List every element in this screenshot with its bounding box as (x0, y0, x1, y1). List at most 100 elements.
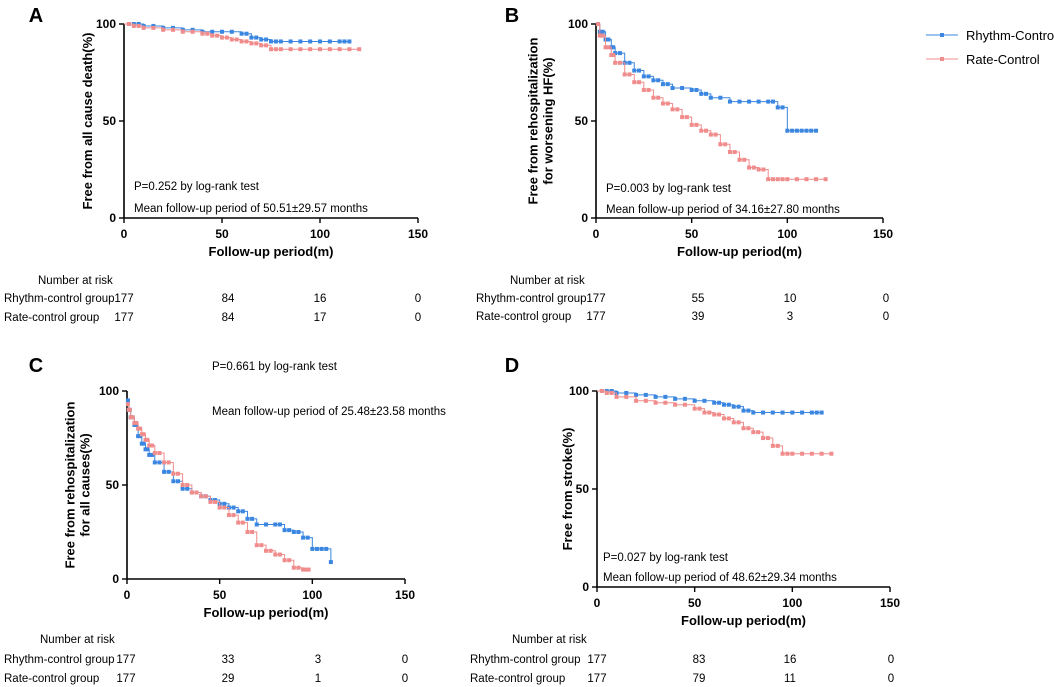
panel-c-annotation-2: Mean follow-up period of 25.48±23.58 mon… (212, 406, 446, 418)
panel-d-risk-value-1-2: 83 (693, 654, 706, 666)
panel-a-series-rate-point (239, 39, 244, 44)
panel-c-series-rhythm-point (171, 479, 176, 484)
panel-c-series-rhythm-point (319, 546, 324, 551)
panel-c-series-rhythm-censor (145, 447, 150, 452)
panel-a-series-rate-censor (224, 35, 229, 40)
panel-a-series-rate-point (161, 27, 166, 32)
panel-b-series-rhythm-censor (606, 37, 611, 42)
panel-c-series-rate-point (301, 567, 306, 572)
panel-d-xtick-label-100: 100 (782, 596, 802, 610)
panel-c-series-rhythm-line (127, 399, 332, 563)
legend: Rhythm-Control Rate-Control (926, 28, 1054, 67)
panel-d-xlabel: Follow-up period(m) (681, 613, 806, 628)
panel-b-ylabel-line-2: for worsening HF(%) (541, 57, 556, 184)
panel-b-series-rhythm-line (596, 23, 817, 132)
panel-b-series-rhythm-point (670, 86, 675, 91)
panel-d-risk-value-2-3: 11 (784, 673, 796, 685)
panel-a-series-rhythm-censor (229, 29, 234, 34)
panel-d-series-rate-censor (726, 416, 731, 421)
panel-d-letter: D (505, 355, 519, 377)
panel-b-series-rhythm-point (708, 95, 713, 100)
panel-d-series-rate-point (751, 430, 756, 435)
panel-d-series-rhythm-point (819, 410, 824, 415)
panel-c-xtick-label-50: 50 (213, 588, 227, 602)
panel-a-xtick-label-100: 100 (310, 227, 330, 241)
panel-d-annotation-1: P=0.027 by log-rank test (603, 552, 729, 564)
panel-c-series-rate-censor (194, 490, 199, 495)
panel-d-risk-value-1-3: 16 (784, 654, 797, 666)
panel-c-risk-title: Number at risk (40, 634, 115, 646)
panel-a-series-rhythm-point (318, 39, 322, 44)
panel-d-series-rate-censor (736, 420, 741, 425)
panel-d-series-rate-point (770, 443, 775, 448)
panel-a-series-rate-censor (254, 41, 259, 46)
panel-b-series-rate-point (804, 177, 809, 182)
panel-a-series-rate-point (269, 47, 273, 52)
panel-c-series-rate-censor (157, 451, 162, 456)
panel-b-series-rate-point (632, 80, 637, 85)
panel-d-series-rhythm-censor (726, 402, 731, 407)
panel-a-series-rhythm-point (220, 29, 224, 34)
panel-b-series-rhythm-censor (611, 45, 616, 50)
panel-d-series-rate-point (673, 402, 678, 407)
panel-d-series-rhythm-censor (702, 398, 707, 403)
panel-d-series-rhythm-censor (736, 404, 741, 409)
panel-b-series-rhythm-point (727, 99, 732, 104)
panel-d-ytick-label-0: 0 (582, 580, 589, 594)
panel-c-series-rate-point (199, 494, 204, 499)
panel-d-series-rhythm-point (673, 396, 678, 401)
panel-a-series-rate-point (131, 23, 136, 28)
panel-c-series-rhythm-censor (150, 452, 155, 457)
panel-c-series-rate-censor (222, 505, 227, 510)
panel-a-series-rhythm-point (239, 31, 244, 36)
panel-d-series-rhythm-point (712, 400, 717, 405)
panel-b-series-rate-point (823, 177, 828, 182)
panel-a-risk-value-1-4: 0 (415, 293, 421, 305)
panel-c-risk-value-2-4: 0 (402, 673, 408, 685)
panel-c-series-rhythm-censor (287, 528, 292, 533)
panel-a-risk-value-2-4: 0 (415, 312, 421, 324)
panel-a-series-rate-censor (327, 47, 332, 52)
panel-d-risk-row-label-1: Rhythm-control group (470, 654, 581, 666)
panel-a-annotation-2: Mean follow-up period of 50.51±29.57 mon… (134, 203, 368, 215)
panel-b-series-rate-censor (611, 53, 616, 58)
panel-d-risk-value-1-4: 0 (888, 654, 894, 666)
panel-a-letter: A (29, 5, 43, 27)
panel-b-series-rate-point (747, 165, 752, 170)
panel-b-series-rate-censor (684, 115, 689, 120)
panel-b-risk-value-2-3: 3 (787, 311, 793, 323)
panel-c-risk-value-2-1: 177 (116, 673, 135, 685)
panel-c-series-rhythm-censor (175, 479, 180, 484)
panel-b-ytick-label-0: 0 (581, 211, 588, 225)
panel-b-series-rate-point (756, 167, 761, 172)
panel-c-series-rate-censor (231, 513, 236, 518)
panel-a-series-rate-censor (136, 23, 141, 28)
panel-b-series-rate-censor (732, 150, 737, 155)
panel-c-series-rate-censor (213, 499, 218, 504)
panel-a-ytick-label-50: 50 (103, 114, 117, 128)
panel-d-series-rate-point (614, 394, 619, 399)
panel-c-series-rate-point (245, 530, 250, 534)
panel-a-series-rate-censor (151, 25, 156, 30)
panel-a-series-rhythm-censor (308, 39, 313, 44)
panel-c-series-rhythm-censor (250, 516, 255, 521)
panel-b-series-rate-censor (814, 177, 819, 182)
panel-b-series-rate-point (641, 87, 646, 92)
panel-a-series-rhythm-censor (327, 39, 332, 44)
panel-d-series-rate-point (712, 412, 717, 417)
panel-c-xtick-label-150: 150 (395, 588, 415, 602)
panel-b-annotation-1: P=0.003 by log-rank test (606, 183, 732, 195)
panel-a-series-rate-censor (347, 47, 352, 52)
panel-d-series-rhythm-point (634, 392, 639, 397)
panel-d-risk-value-2-2: 79 (693, 673, 706, 685)
panel-c-series-rate-censor (127, 407, 132, 412)
panel-b-series-rhythm-censor (799, 128, 804, 133)
panel-a-series-rate-censor (171, 27, 175, 32)
panel-a-risk-row-label-2: Rate-control group (4, 312, 99, 324)
panel-a-series-rhythm-censor (210, 29, 215, 34)
panel-b-series-rate-censor (627, 72, 632, 77)
panel-b-series-rate-censor (665, 101, 670, 106)
panel-c-series-rate-censor (250, 530, 255, 534)
